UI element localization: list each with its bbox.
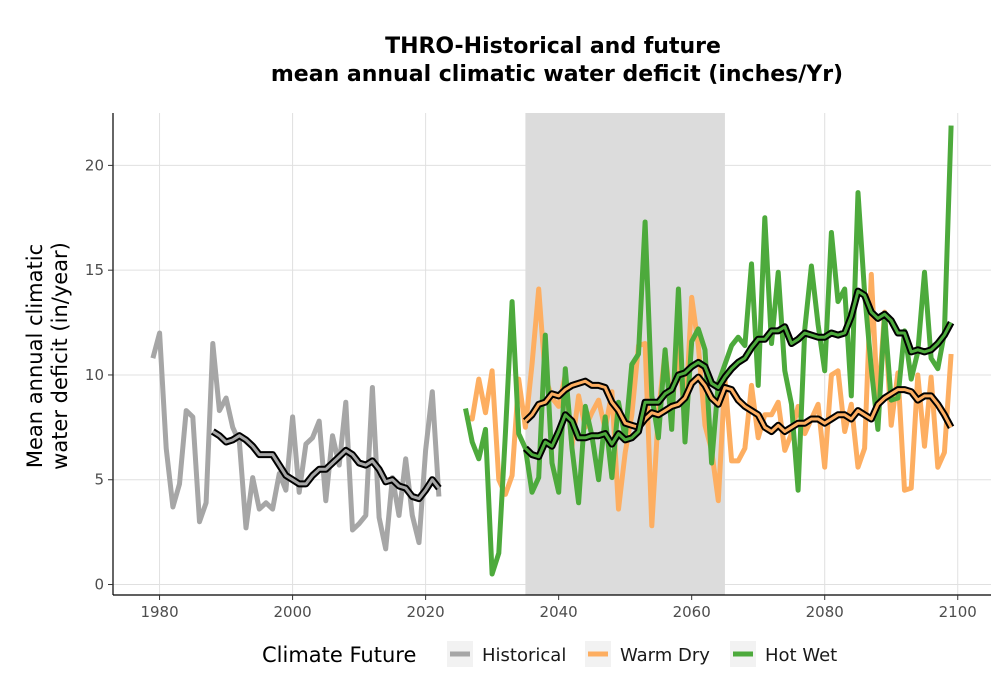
- y-tick-label: 5: [94, 471, 104, 489]
- legend: Climate Future Historical Warm Dry Hot Wet: [262, 641, 837, 667]
- legend-title: Climate Future: [262, 643, 416, 667]
- chart-title: THRO-Historical and future mean annual c…: [271, 34, 843, 87]
- chart-title-line-1: THRO-Historical and future: [385, 34, 721, 59]
- smooth-line-hot-wet: [524, 289, 953, 459]
- legend-item-warm-dry: Warm Dry: [585, 641, 710, 667]
- x-tick-label: 2080: [806, 603, 844, 621]
- series-line-hot-wet: [463, 125, 954, 577]
- y-tick-label: 10: [85, 366, 104, 384]
- y-axis-title-line-2: water deficit (in/year): [48, 242, 72, 470]
- x-tick-label: 2020: [407, 603, 445, 621]
- y-axis-title: Mean annual climatic water deficit (in/y…: [23, 242, 72, 470]
- legend-item-historical: Historical: [447, 641, 566, 667]
- smooth-line-warm-dry: [524, 375, 953, 433]
- x-tick-label: 2040: [540, 603, 578, 621]
- y-tick-label: 0: [94, 576, 104, 594]
- x-tick-label: 2100: [939, 603, 977, 621]
- shaded-period: [525, 113, 725, 595]
- legend-item-hot-wet: Hot Wet: [730, 641, 837, 667]
- chart-title-line-2: mean annual climatic water deficit (inch…: [271, 62, 843, 87]
- x-tick-label: 2000: [273, 603, 311, 621]
- x-tick-label: 1980: [140, 603, 178, 621]
- y-axis-title-line-1: Mean annual climatic: [23, 244, 47, 468]
- y-tick-label: 15: [85, 261, 104, 279]
- smooth-line-historical: [211, 430, 441, 501]
- series-line-historical: [150, 330, 442, 552]
- legend-label-warm-dry: Warm Dry: [620, 645, 710, 666]
- legend-label-hot-wet: Hot Wet: [765, 645, 837, 666]
- legend-label-historical: Historical: [482, 645, 566, 666]
- y-tick-label: 20: [85, 156, 104, 174]
- x-tick-label: 2060: [673, 603, 711, 621]
- plot-panel: 0 5 10 15 20 1980 2000 2020 2040 2060 2080 2100: [85, 113, 991, 621]
